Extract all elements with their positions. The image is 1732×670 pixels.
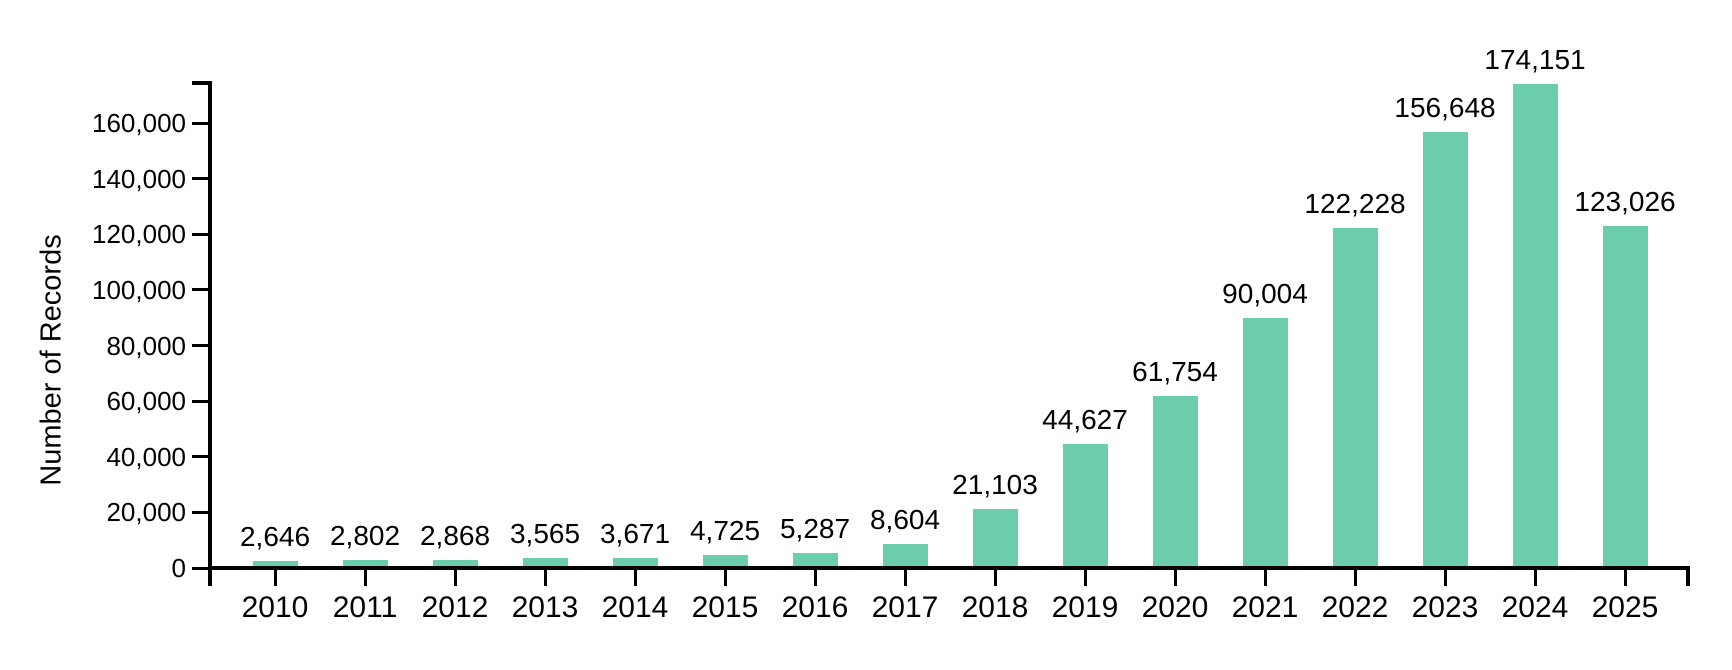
x-tick: [903, 568, 907, 586]
x-tick-label-2023: 2023: [1411, 591, 1479, 624]
y-tick: [192, 566, 210, 570]
x-axis-right-cap: [1686, 566, 1690, 586]
x-tick-label-2013: 2013: [511, 591, 579, 624]
bar-value-label-2020: 61,754: [1132, 356, 1218, 388]
x-tick: [1623, 568, 1627, 586]
x-tick-label-2021: 2021: [1231, 591, 1299, 624]
bar-2018: [972, 509, 1018, 568]
x-tick-label-2020: 2020: [1141, 591, 1209, 624]
bar-2017: [882, 544, 928, 568]
y-tick-label: 160,000: [92, 108, 186, 138]
bar-2024: [1512, 83, 1558, 568]
y-tick: [192, 232, 210, 236]
x-tick-label-2017: 2017: [871, 591, 939, 624]
x-tick-label-2010: 2010: [241, 591, 309, 624]
y-tick-label: 100,000: [92, 274, 186, 305]
bar-2025: [1602, 225, 1648, 568]
bar-2023: [1422, 132, 1468, 568]
x-tick: [1443, 568, 1447, 586]
y-axis-top-cap: [192, 81, 212, 85]
x-tick: [1173, 568, 1177, 586]
y-tick-label: 140,000: [92, 163, 186, 194]
bar-value-label-2014: 3,671: [599, 517, 671, 549]
bar-value-label-2013: 3,565: [509, 518, 581, 550]
x-tick: [633, 568, 637, 586]
y-tick-label: 120,000: [92, 219, 186, 250]
bar-2021: [1242, 317, 1288, 568]
bar-2013: [522, 558, 568, 568]
x-tick: [1533, 568, 1537, 586]
x-tick-label-2016: 2016: [781, 591, 849, 624]
y-axis-spine: [208, 81, 212, 586]
bar-value-label-2025: 123,026: [1574, 185, 1676, 217]
x-tick: [543, 568, 547, 586]
bar-value-label-2023: 156,648: [1394, 92, 1496, 124]
x-tick: [993, 568, 997, 586]
y-tick: [192, 455, 210, 459]
y-tick-label: 80,000: [106, 330, 186, 361]
bar-value-label-2011: 2,802: [329, 520, 401, 552]
x-tick-label-2012: 2012: [421, 591, 489, 624]
bar-value-label-2016: 5,287: [779, 513, 851, 545]
x-axis-spine: [208, 566, 1690, 570]
x-tick-label-2019: 2019: [1051, 591, 1119, 624]
bar-value-label-2018: 21,103: [952, 469, 1038, 501]
x-tick: [1263, 568, 1267, 586]
x-tick: [1353, 568, 1357, 586]
y-tick-label: 0: [171, 553, 186, 583]
bar-2020: [1152, 396, 1198, 568]
y-tick-label: 40,000: [106, 441, 186, 472]
x-tick-label-2018: 2018: [961, 591, 1029, 624]
bar-value-label-2010: 2,646: [239, 520, 311, 552]
y-tick: [192, 288, 210, 292]
bar-2011: [342, 560, 388, 568]
x-tick: [723, 568, 727, 586]
bar-2012: [432, 560, 478, 568]
bar-value-label-2024: 174,151: [1484, 43, 1586, 75]
bar-value-label-2022: 122,228: [1304, 188, 1406, 220]
bar-2010: [252, 560, 298, 568]
x-tick: [813, 568, 817, 586]
bar-value-label-2015: 4,725: [689, 514, 761, 546]
y-tick: [192, 399, 210, 403]
x-tick-label-2024: 2024: [1501, 591, 1569, 624]
x-tick-label-2011: 2011: [332, 591, 398, 624]
y-tick: [192, 344, 210, 347]
x-tick: [1083, 568, 1087, 586]
bar-2014: [612, 557, 658, 568]
x-tick: [363, 568, 367, 586]
bar-value-label-2012: 2,868: [419, 520, 491, 552]
bar-value-label-2021: 90,004: [1222, 277, 1308, 309]
y-tick: [192, 510, 210, 514]
bar-value-label-2017: 8,604: [869, 504, 941, 536]
x-tick: [453, 568, 457, 586]
bar-value-label-2019: 44,627: [1042, 403, 1128, 435]
x-tick-label-2015: 2015: [691, 591, 759, 624]
x-tick-label-2014: 2014: [601, 591, 669, 624]
bar-2022: [1332, 228, 1378, 568]
x-tick-label-2025: 2025: [1591, 591, 1659, 624]
y-tick-label: 20,000: [106, 497, 186, 528]
bar-2016: [792, 553, 838, 568]
bar-2015: [702, 554, 748, 568]
x-tick: [273, 568, 277, 586]
y-tick-label: 60,000: [106, 386, 186, 417]
y-tick: [192, 177, 210, 181]
bar-2019: [1062, 443, 1108, 568]
x-tick-label-2022: 2022: [1321, 591, 1389, 624]
y-tick: [192, 121, 210, 125]
